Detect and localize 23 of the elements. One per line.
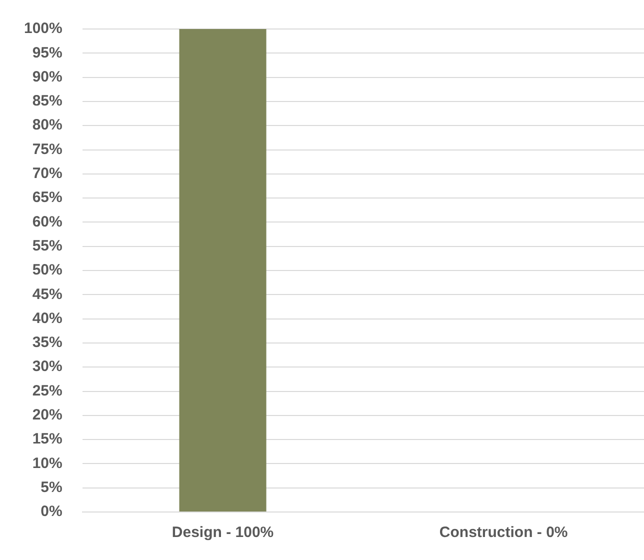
y-tick-label: 5% bbox=[40, 478, 62, 496]
x-tick-label: Design - 100% bbox=[172, 524, 274, 542]
y-tick-label: 20% bbox=[32, 406, 62, 424]
y-tick-label: 65% bbox=[32, 189, 62, 206]
y-tick-label: 10% bbox=[32, 454, 62, 472]
y-tick-label: 80% bbox=[32, 116, 62, 134]
y-tick-label: 50% bbox=[32, 262, 62, 279]
y-tick-label: 100% bbox=[24, 20, 62, 38]
y-tick-label: 25% bbox=[32, 382, 62, 400]
y-tick-label: 75% bbox=[32, 140, 62, 158]
y-tick-label: 60% bbox=[32, 213, 62, 230]
y-tick-label: 90% bbox=[32, 68, 62, 86]
y-tick-label: 85% bbox=[32, 92, 62, 110]
y-tick-label: 40% bbox=[32, 310, 62, 327]
y-tick-label: 15% bbox=[32, 430, 62, 448]
y-tick-label: 45% bbox=[32, 286, 62, 303]
y-tick-label: 35% bbox=[32, 334, 62, 352]
y-tick-label: 30% bbox=[32, 358, 62, 376]
y-tick-label: 55% bbox=[32, 237, 62, 254]
x-tick-label: Construction - 0% bbox=[439, 524, 568, 542]
y-tick-label: 0% bbox=[40, 503, 62, 520]
y-tick-label: 70% bbox=[32, 165, 62, 182]
y-tick-label: 95% bbox=[32, 44, 62, 62]
